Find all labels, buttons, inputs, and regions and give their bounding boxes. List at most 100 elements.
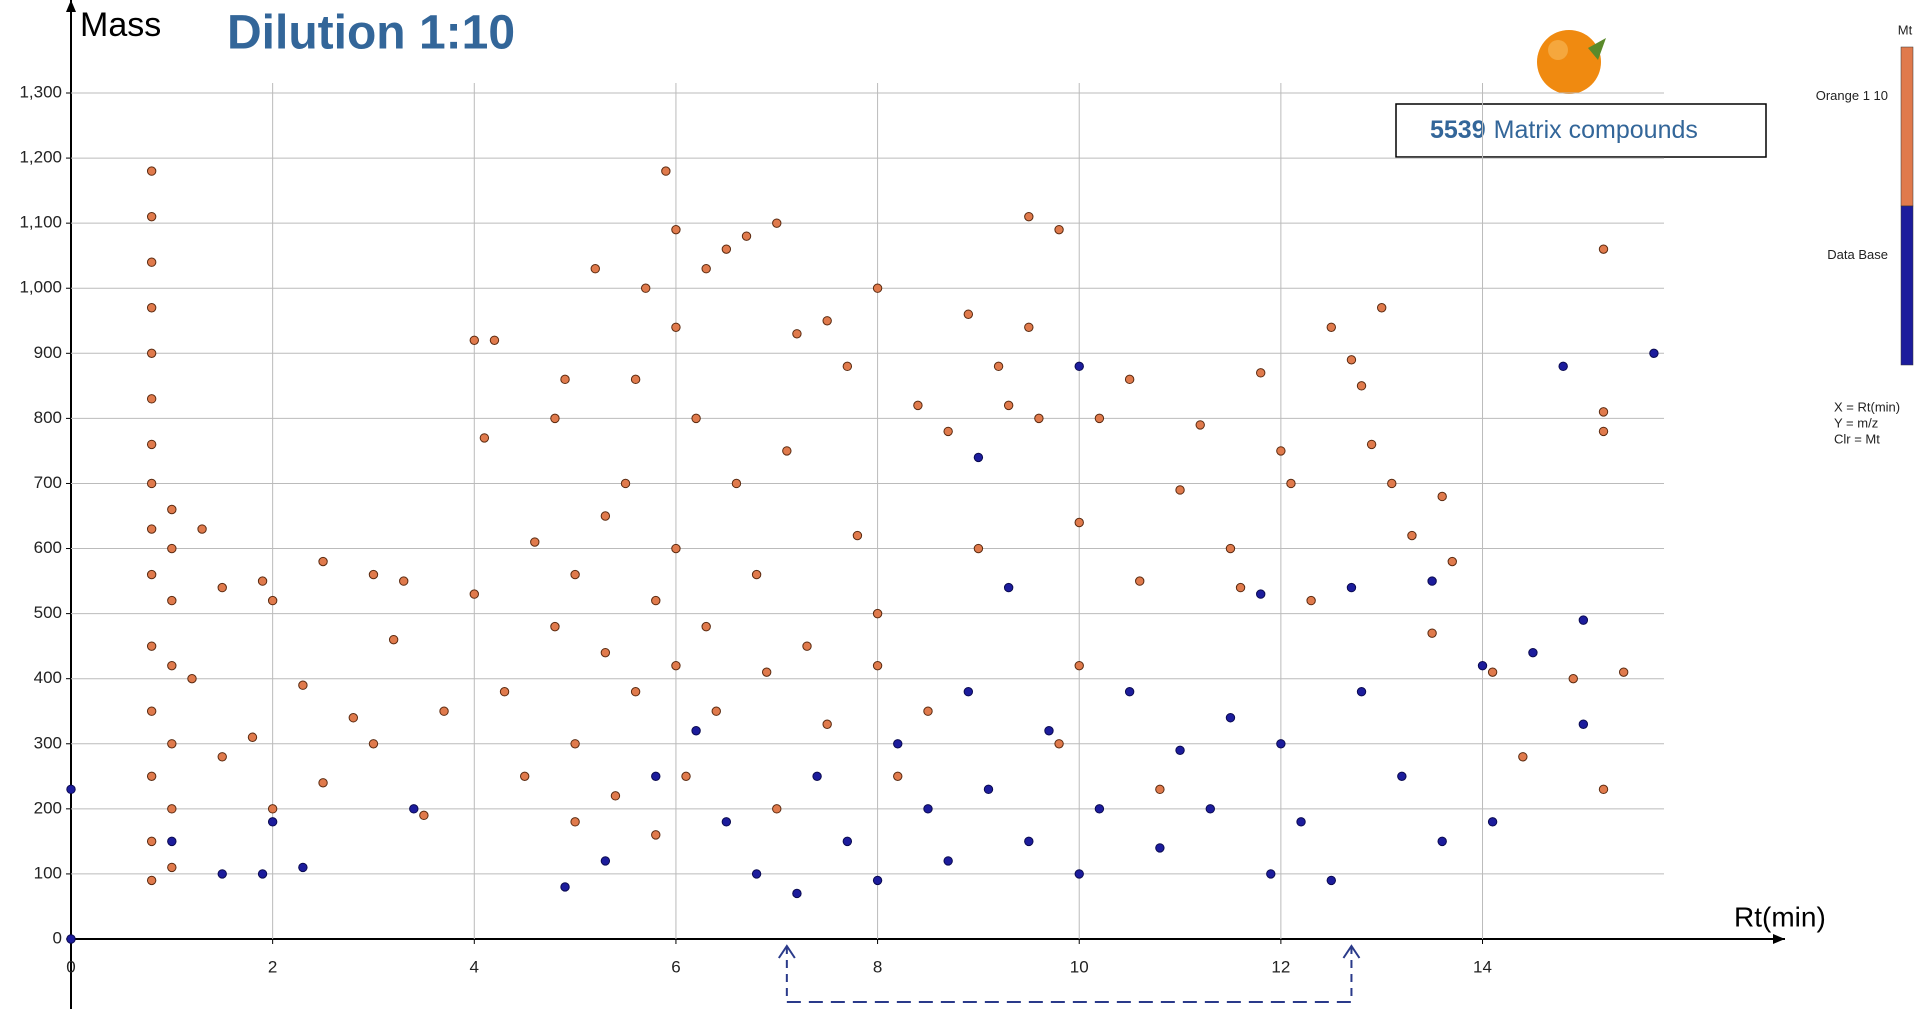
point — [802, 641, 812, 651]
point — [1225, 713, 1236, 723]
point — [1266, 869, 1276, 879]
point — [1578, 719, 1589, 729]
point — [146, 303, 157, 313]
point — [721, 244, 732, 254]
point — [570, 817, 580, 827]
point — [741, 231, 752, 241]
point — [419, 810, 429, 821]
annotation-text: Matrix compounds — [1494, 116, 1698, 144]
point — [772, 804, 782, 814]
point — [661, 166, 671, 176]
y-tick-label: 1,200 — [19, 148, 62, 167]
point — [530, 537, 540, 547]
point — [368, 569, 379, 580]
point — [1326, 322, 1336, 332]
point — [620, 478, 631, 489]
x-axis-arrow — [1773, 934, 1785, 944]
point — [298, 680, 308, 690]
grid — [71, 83, 1664, 939]
point — [318, 556, 328, 567]
x-tick-label: 4 — [470, 957, 479, 976]
point — [772, 218, 782, 228]
point — [671, 660, 681, 671]
point — [893, 771, 903, 782]
point — [1346, 582, 1357, 593]
point — [993, 361, 1004, 372]
colorbar-title: Mt — [1898, 22, 1913, 37]
point — [1528, 647, 1538, 658]
point — [368, 739, 379, 749]
point — [1054, 739, 1064, 749]
point — [439, 706, 449, 716]
point — [1175, 745, 1185, 755]
point — [167, 804, 177, 814]
point — [600, 856, 611, 866]
point — [782, 446, 792, 456]
point — [1346, 355, 1357, 365]
point — [671, 322, 681, 332]
point — [146, 836, 157, 847]
point — [146, 706, 157, 716]
point — [146, 394, 157, 404]
point — [761, 667, 772, 677]
point — [66, 784, 76, 795]
point — [1558, 361, 1568, 372]
point — [1276, 739, 1286, 749]
point — [1397, 771, 1407, 782]
point — [681, 771, 691, 782]
point — [731, 478, 742, 489]
y-tick-label: 300 — [34, 733, 62, 752]
point — [973, 452, 984, 463]
point — [600, 647, 611, 658]
y-tick-label: 200 — [34, 798, 62, 817]
point — [146, 569, 157, 580]
point — [943, 856, 953, 866]
point — [1376, 303, 1387, 313]
x-tick-label: 0 — [66, 957, 75, 976]
point — [146, 641, 157, 651]
point — [1366, 439, 1377, 450]
point — [923, 804, 933, 814]
point — [1649, 348, 1659, 359]
annotation: 5539 Matrix compounds — [1430, 116, 1698, 144]
point — [913, 400, 923, 411]
y-tick-label: 1,300 — [19, 82, 62, 101]
point — [792, 329, 802, 339]
point — [872, 283, 883, 293]
point — [1074, 517, 1084, 528]
legend-label: Data Base — [1827, 247, 1888, 262]
x-tick-label: 8 — [873, 957, 882, 976]
point — [348, 713, 359, 723]
point — [167, 862, 177, 873]
point — [1003, 582, 1014, 593]
range-arrowhead — [778, 944, 796, 959]
point — [298, 862, 308, 873]
point — [146, 771, 157, 782]
point — [963, 687, 974, 697]
y-tick-label: 100 — [34, 863, 62, 882]
point — [1054, 224, 1064, 235]
point — [1427, 628, 1437, 638]
point — [792, 888, 802, 899]
point — [651, 830, 661, 840]
point — [146, 875, 157, 886]
point — [812, 771, 822, 782]
point — [167, 504, 177, 515]
point — [651, 595, 661, 606]
point — [1598, 784, 1609, 795]
point — [1044, 726, 1054, 736]
point — [1205, 804, 1215, 814]
point — [409, 804, 419, 814]
point — [1578, 615, 1589, 625]
point — [267, 595, 278, 606]
point — [1024, 211, 1034, 222]
chart-title: Dilution 1:10 — [227, 7, 515, 60]
point — [1124, 687, 1135, 697]
point — [711, 706, 721, 716]
point — [590, 264, 600, 274]
point — [1074, 660, 1084, 671]
legend-label: Orange 1 10 — [1816, 88, 1888, 103]
point — [671, 543, 681, 554]
point — [600, 511, 611, 521]
point — [187, 673, 197, 684]
